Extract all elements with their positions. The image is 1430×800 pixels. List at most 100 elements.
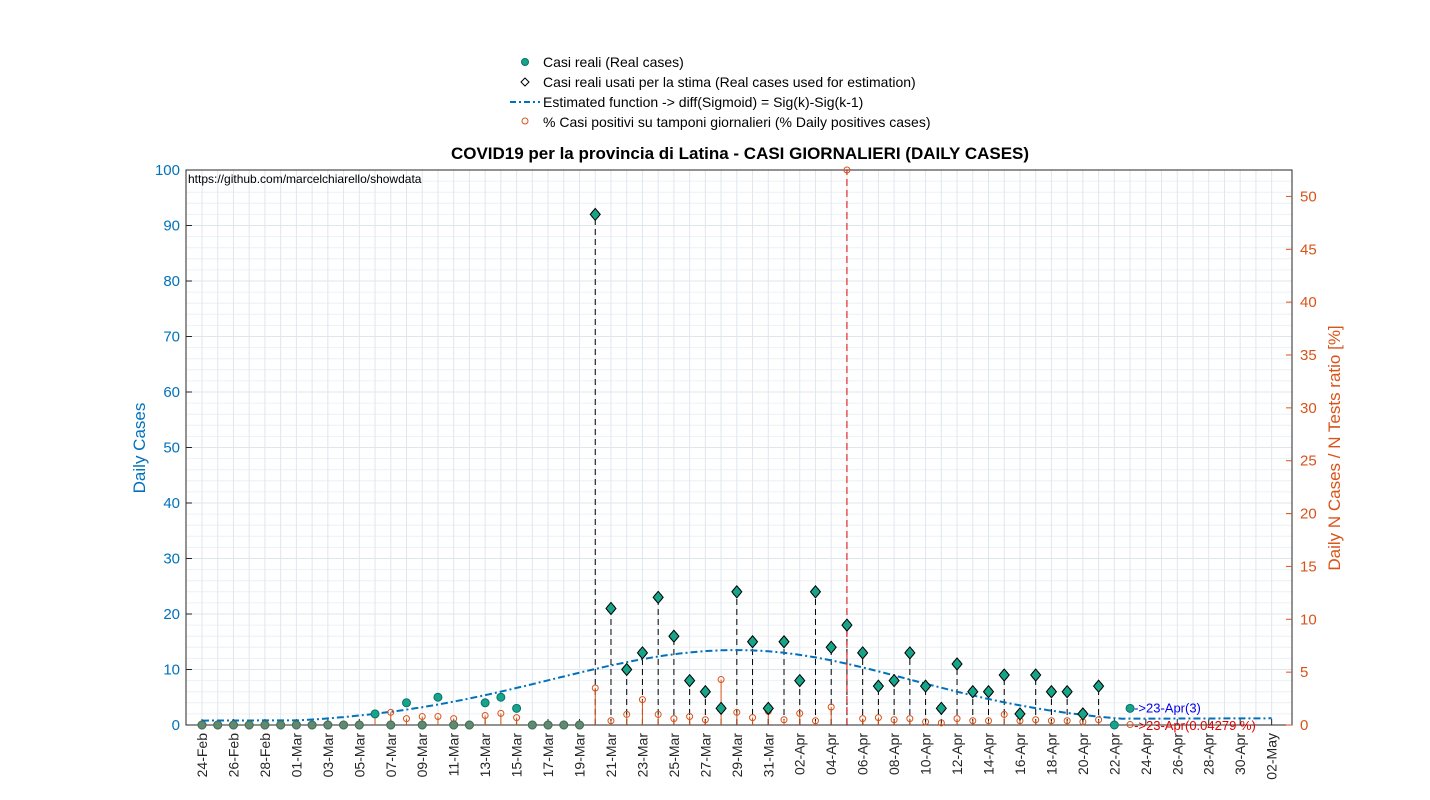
real-case-zero-point xyxy=(228,720,238,730)
x-tick-label: 17-Mar xyxy=(540,733,556,778)
percent-point xyxy=(1047,717,1055,725)
x-tick-label: 13-Mar xyxy=(477,733,493,778)
y-tick-label-right: 45 xyxy=(1300,241,1317,258)
x-tick-label: 26-Apr xyxy=(1169,733,1185,775)
percent-point xyxy=(607,717,615,725)
percent-point xyxy=(890,716,898,724)
x-tick-label: 18-Apr xyxy=(1043,733,1059,775)
x-tick-label: 04-Apr xyxy=(823,733,839,775)
percent-point xyxy=(434,713,442,721)
percent-point xyxy=(827,703,835,711)
real-case-point xyxy=(512,703,522,713)
estimation-point xyxy=(715,701,727,716)
real-case-point xyxy=(401,698,411,708)
estimation-point xyxy=(919,679,932,693)
real-case-zero-point xyxy=(339,720,349,730)
real-case-point xyxy=(496,692,506,702)
percent-point xyxy=(937,719,945,727)
y-tick-label-left: 60 xyxy=(163,384,180,401)
estimated-function-line xyxy=(202,649,1272,722)
legend-marker-percent-positive xyxy=(521,117,529,125)
percent-point xyxy=(513,714,521,722)
y-tick-label-left: 50 xyxy=(163,440,180,457)
x-tick-label: 11-Mar xyxy=(446,733,462,777)
y-tick-label-right: 35 xyxy=(1300,347,1317,364)
estimation-point xyxy=(652,590,664,605)
x-tick-label: 25-Mar xyxy=(666,733,682,778)
y-tick-label-left: 100 xyxy=(155,162,180,179)
estimation-point xyxy=(699,684,712,699)
estimation-point xyxy=(1061,684,1073,699)
y-tick-label-right: 25 xyxy=(1300,453,1317,470)
percent-point xyxy=(780,716,788,724)
estimation-point xyxy=(589,207,601,222)
percent-point xyxy=(497,709,505,717)
x-tick-label: 02-May xyxy=(1264,733,1280,780)
real-case-point xyxy=(370,709,380,719)
y-tick-label-left: 0 xyxy=(172,717,180,734)
percent-point xyxy=(623,710,631,718)
axes: 0 10 20 30 40 50 60 70 80 90 100 0 5 10 15 20 25 30 35 40 45… xyxy=(155,162,1317,780)
percent-point xyxy=(701,716,709,724)
x-tick-label: 29-Mar xyxy=(729,733,745,778)
x-tick-label: 26-Feb xyxy=(225,733,241,778)
chart-title: COVID19 per la provincia di Latina - CAS… xyxy=(451,144,1029,163)
real-case-point xyxy=(1125,703,1135,713)
legend-label-estimated-function: Estimated function -> diff(Sigmoid) = Si… xyxy=(543,94,863,110)
percent-point xyxy=(418,713,426,721)
x-tick-label: 05-Mar xyxy=(351,733,367,778)
annotation-last-case: ->23-Apr(3) xyxy=(1134,700,1201,715)
x-tick-label: 21-Mar xyxy=(603,733,619,778)
y-tick-label-right: 0 xyxy=(1300,717,1308,734)
estimation-point xyxy=(967,684,979,699)
percent-point xyxy=(481,711,489,719)
x-tick-label: 07-Mar xyxy=(383,733,399,778)
real-case-zero-point xyxy=(464,720,474,730)
percent-point xyxy=(874,714,882,722)
x-tick-label: 12-Apr xyxy=(949,733,965,775)
y-tick-label-right: 20 xyxy=(1300,506,1317,523)
y-tick-label-left: 20 xyxy=(163,606,180,623)
legend: Casi reali (Real cases) Casi reali usati… xyxy=(510,54,930,130)
estimation-point xyxy=(951,657,963,671)
x-tick-label: 20-Apr xyxy=(1075,733,1091,775)
percent-point xyxy=(387,708,395,716)
real-case-zero-point xyxy=(575,720,585,730)
estimation-point xyxy=(621,662,633,677)
real-case-point xyxy=(433,692,443,702)
percent-point xyxy=(1000,710,1008,718)
percent-point xyxy=(402,715,410,723)
real-case-zero-point xyxy=(291,720,301,730)
legend-label-estimation-cases: Casi reali usati per la stima (Real case… xyxy=(543,74,916,90)
real-case-zero-point xyxy=(527,720,537,730)
legend-label-real-cases: Casi reali (Real cases) xyxy=(543,54,684,70)
percent-point xyxy=(1095,716,1103,724)
y-axis-label-right: Daily N Cases / N Tests ratio [%] xyxy=(1325,325,1344,570)
real-case-zero-point xyxy=(197,720,207,730)
x-tick-label: 27-Mar xyxy=(697,733,713,778)
x-tick-label: 16-Apr xyxy=(1012,733,1028,775)
real-case-zero-point xyxy=(307,720,317,730)
estimation-point xyxy=(794,673,806,688)
percent-point xyxy=(654,710,662,718)
percent-point xyxy=(1063,717,1071,725)
percent-point xyxy=(1032,716,1040,724)
real-case-zero-point xyxy=(276,720,286,730)
y-tick-label-right: 5 xyxy=(1300,664,1308,681)
percent-point xyxy=(796,709,804,717)
estimation-point xyxy=(746,634,759,649)
x-tick-label: 08-Apr xyxy=(886,733,902,775)
percent-point xyxy=(1126,721,1134,729)
real-case-zero-point xyxy=(559,720,569,730)
x-tick-label: 03-Mar xyxy=(320,733,336,778)
estimation-point xyxy=(1030,668,1042,682)
y-tick-label-left: 70 xyxy=(163,329,180,346)
x-tick-label: 15-Mar xyxy=(509,733,525,778)
y-tick-label-left: 40 xyxy=(163,495,180,512)
x-tick-label: 09-Mar xyxy=(414,733,430,778)
percent-point xyxy=(906,715,914,723)
y-tick-label-right: 15 xyxy=(1300,558,1317,575)
estimation-point xyxy=(1092,679,1105,693)
estimation-point xyxy=(636,646,649,660)
x-tick-label: 24-Apr xyxy=(1138,733,1154,775)
